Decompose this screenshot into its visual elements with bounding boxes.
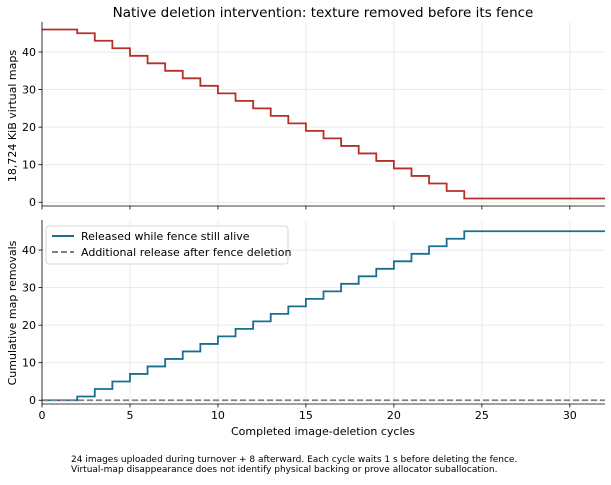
legend-box xyxy=(45,225,289,265)
top-ytick-label-10: 10 xyxy=(22,159,36,172)
legend-label-released: Released while fence still alive xyxy=(81,230,250,243)
bottom-xtick-label-20: 20 xyxy=(387,409,401,422)
bottom-series-group xyxy=(42,230,605,402)
bottom-axes xyxy=(41,220,605,405)
footnote-line-2: Virtual-map disappearance does not ident… xyxy=(71,465,497,475)
top-series-group xyxy=(42,28,605,200)
footnote-line-1: 24 images uploaded during turnover + 8 a… xyxy=(71,455,517,465)
top-y-axis-label: 18,724 KiB virtual maps xyxy=(6,50,19,182)
top-grid xyxy=(41,22,605,206)
chart-title: Native deletion intervention: texture re… xyxy=(113,5,534,21)
top-ytick-label-30: 30 xyxy=(22,84,36,97)
top-series-line-0 xyxy=(42,28,605,200)
top-axes xyxy=(41,22,605,207)
x-axis-label: Completed image-deletion cycles xyxy=(231,425,415,438)
bottom-ytick-label-40: 40 xyxy=(22,244,36,257)
bottom-xtick-label-0: 0 xyxy=(39,409,46,422)
bottom-ytick-label-10: 10 xyxy=(22,357,36,370)
bottom-ytick-label-0: 0 xyxy=(29,394,36,407)
bottom-ticks: 0 10 20 30 40 0 5 10 15 20 25 30 xyxy=(22,244,577,422)
bottom-xtick-label-15: 15 xyxy=(299,409,313,422)
bottom-xtick-label-5: 5 xyxy=(126,409,133,422)
bottom-ytick-label-30: 30 xyxy=(22,282,36,295)
bottom-panel: Cumulative map removals Completed image-… xyxy=(6,220,605,438)
top-ytick-label-40: 40 xyxy=(22,46,36,59)
bottom-xtick-label-25: 25 xyxy=(475,409,489,422)
top-ytick-label-20: 20 xyxy=(22,121,36,134)
footnotes: 24 images uploaded during turnover + 8 a… xyxy=(71,455,517,475)
top-ytick-label-0: 0 xyxy=(29,196,36,209)
bottom-xtick-label-10: 10 xyxy=(211,409,225,422)
top-panel: Native deletion intervention: texture re… xyxy=(6,5,605,210)
bottom-xtick-label-30: 30 xyxy=(563,409,577,422)
bottom-ytick-label-20: 20 xyxy=(22,319,36,332)
top-ticks: 0 10 20 30 40 xyxy=(22,46,571,210)
bottom-series-line-0 xyxy=(42,230,605,402)
legend-label-additional: Additional release after fence deletion xyxy=(81,246,291,259)
legend: Released while fence still alive Additio… xyxy=(45,225,291,265)
bottom-y-axis-label: Cumulative map removals xyxy=(6,240,19,385)
